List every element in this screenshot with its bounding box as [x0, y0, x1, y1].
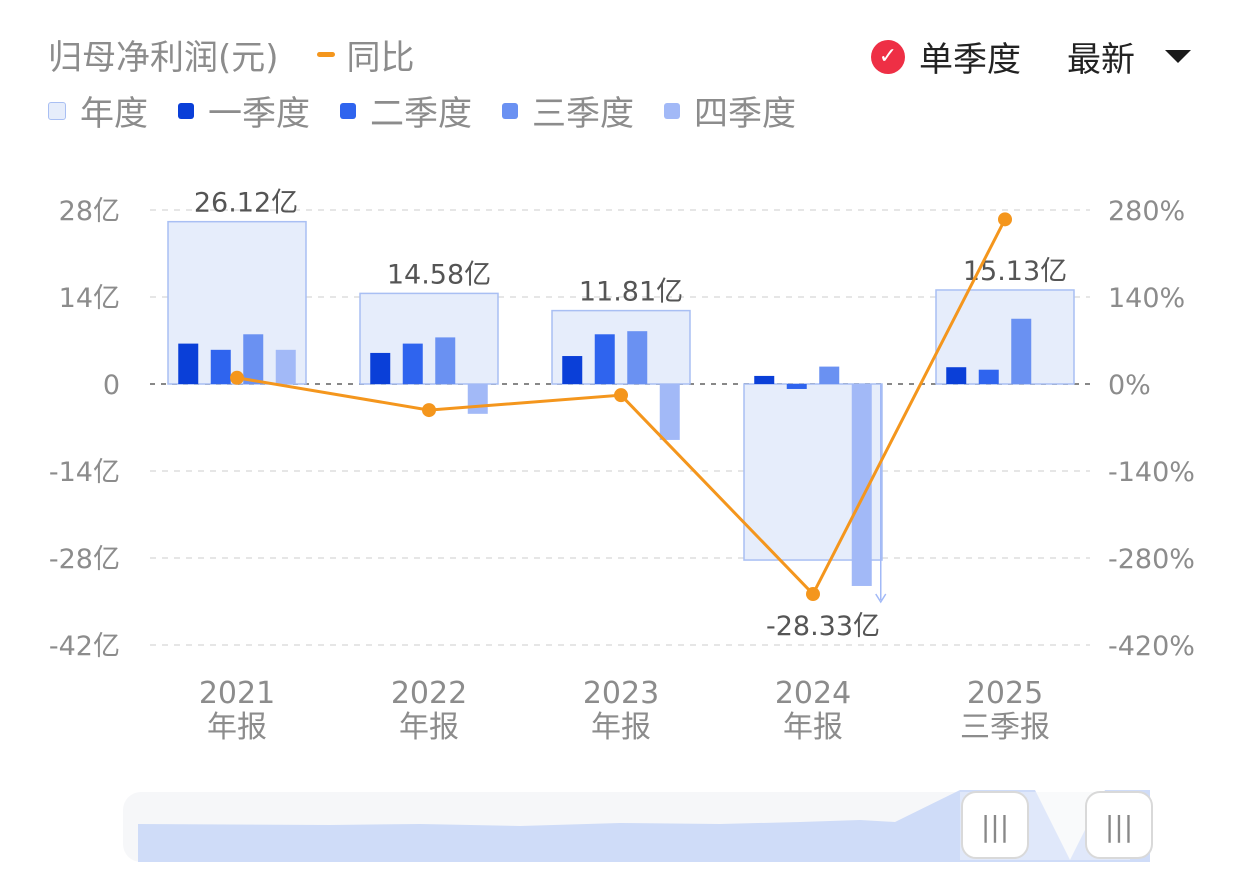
chart-title: 归母净利润(元)	[48, 38, 279, 78]
quarter-bar	[754, 375, 775, 384]
y-right-tick-label: -140%	[1108, 457, 1195, 488]
x-tick-label-period: 年报	[591, 710, 651, 745]
y-right-tick-label: 280%	[1108, 196, 1185, 227]
x-tick-label-period: 三季报	[960, 710, 1050, 745]
y-right-tick-label: -420%	[1108, 631, 1195, 662]
x-tick-label-period: 年报	[399, 710, 459, 745]
quarter-bar	[178, 343, 199, 384]
caret-down-icon	[1165, 50, 1191, 63]
range-slider[interactable]: ||| |||	[123, 790, 1153, 862]
legend-label-q4: 四季度	[694, 94, 796, 134]
yoy-line	[236, 218, 1007, 597]
legend-label-q1: 一季度	[208, 94, 310, 134]
y-right-tick-label: 140%	[1108, 283, 1185, 314]
x-tick-label-year: 2023	[583, 676, 659, 711]
slider-area	[138, 790, 1150, 862]
quarter-bar	[786, 384, 807, 389]
legend-label-annual: 年度	[80, 94, 148, 134]
quarter-bar	[370, 352, 391, 384]
quarter-bar	[978, 369, 999, 384]
yoy-point	[614, 388, 628, 403]
mode-toggle[interactable]: ✓ 单季度	[871, 32, 1021, 81]
y-right-tick-label: -280%	[1108, 544, 1195, 575]
legend-swatch-q1	[178, 102, 194, 119]
quarter-bar	[819, 366, 840, 384]
annual-value-label: -28.33亿	[766, 611, 880, 642]
grip-icon: |||	[1105, 810, 1133, 843]
x-tick-label-year: 2025	[967, 676, 1043, 711]
y-left-tick-label: -42亿	[49, 631, 120, 662]
yoy-point	[998, 212, 1012, 227]
y-left-tick-label: 0	[103, 370, 120, 401]
legend-swatch-annual	[48, 101, 66, 120]
chart-header: 归母净利润(元) 同比	[48, 30, 415, 79]
quarter-bar	[627, 331, 648, 384]
legend-label-q3: 三季度	[532, 94, 634, 134]
quarter-bar	[210, 349, 231, 384]
yoy-point	[806, 587, 820, 602]
quarter-bar	[467, 384, 488, 414]
x-tick-label-year: 2022	[391, 676, 467, 711]
quarter-bar	[562, 356, 583, 384]
yoy-point	[422, 403, 436, 418]
y-left-tick-label: -14亿	[49, 457, 120, 488]
quarter-bar	[243, 334, 264, 384]
sort-dropdown-label: 最新	[1067, 40, 1135, 80]
legend-item-q1[interactable]: 一季度	[178, 86, 310, 135]
quarter-bar	[594, 334, 615, 384]
legend-swatch-q4	[664, 102, 680, 119]
annual-value-label: 14.58亿	[387, 259, 491, 290]
y-right-tick-label: 0%	[1108, 370, 1151, 401]
quarter-bar	[402, 343, 423, 384]
quarter-bar	[275, 349, 296, 384]
check-circle-icon: ✓	[871, 39, 905, 74]
legend-swatch-q3	[502, 102, 518, 119]
quarter-bar	[659, 384, 680, 440]
x-tick-label-period: 年报	[207, 710, 267, 745]
legend-item-q3[interactable]: 三季度	[502, 86, 634, 135]
mode-toggle-label: 单季度	[919, 40, 1021, 80]
quarter-bar	[851, 384, 872, 586]
quarter-bar	[946, 367, 967, 384]
slider-handle-right[interactable]: |||	[1085, 791, 1153, 859]
legend-item-q2[interactable]: 二季度	[340, 86, 472, 135]
overflow-arrow-icon	[875, 593, 887, 604]
x-tick-label-period: 年报	[783, 710, 843, 745]
grip-icon: |||	[981, 810, 1009, 843]
x-tick-label-year: 2024	[775, 676, 851, 711]
slider-handle-right-body	[1085, 791, 1153, 859]
y-left-tick-label: -28亿	[49, 544, 120, 575]
x-tick-label-year: 2021	[199, 676, 275, 711]
annual-value-label: 26.12亿	[194, 188, 298, 219]
y-left-tick-label: 28亿	[59, 196, 120, 227]
legend-label-q2: 二季度	[370, 94, 472, 134]
annual-value-label: 15.13亿	[963, 256, 1067, 287]
legend: 年度 一季度 二季度 三季度 四季度	[48, 86, 826, 135]
legend-item-q4[interactable]: 四季度	[664, 86, 796, 135]
y-left-tick-label: 14亿	[59, 283, 120, 314]
slider-handle-left-body	[961, 791, 1029, 859]
annual-value-label: 11.81亿	[579, 277, 683, 308]
yoy-legend-label: 同比	[346, 38, 415, 78]
yoy-legend-icon	[316, 52, 335, 57]
legend-item-annual[interactable]: 年度	[48, 86, 148, 135]
legend-swatch-q2	[340, 102, 356, 119]
quarter-bar	[1011, 318, 1032, 384]
yoy-point	[230, 370, 244, 385]
sort-dropdown[interactable]: 最新	[1067, 32, 1191, 81]
slider-handle-left[interactable]: |||	[961, 791, 1029, 859]
quarter-bar	[435, 337, 456, 384]
